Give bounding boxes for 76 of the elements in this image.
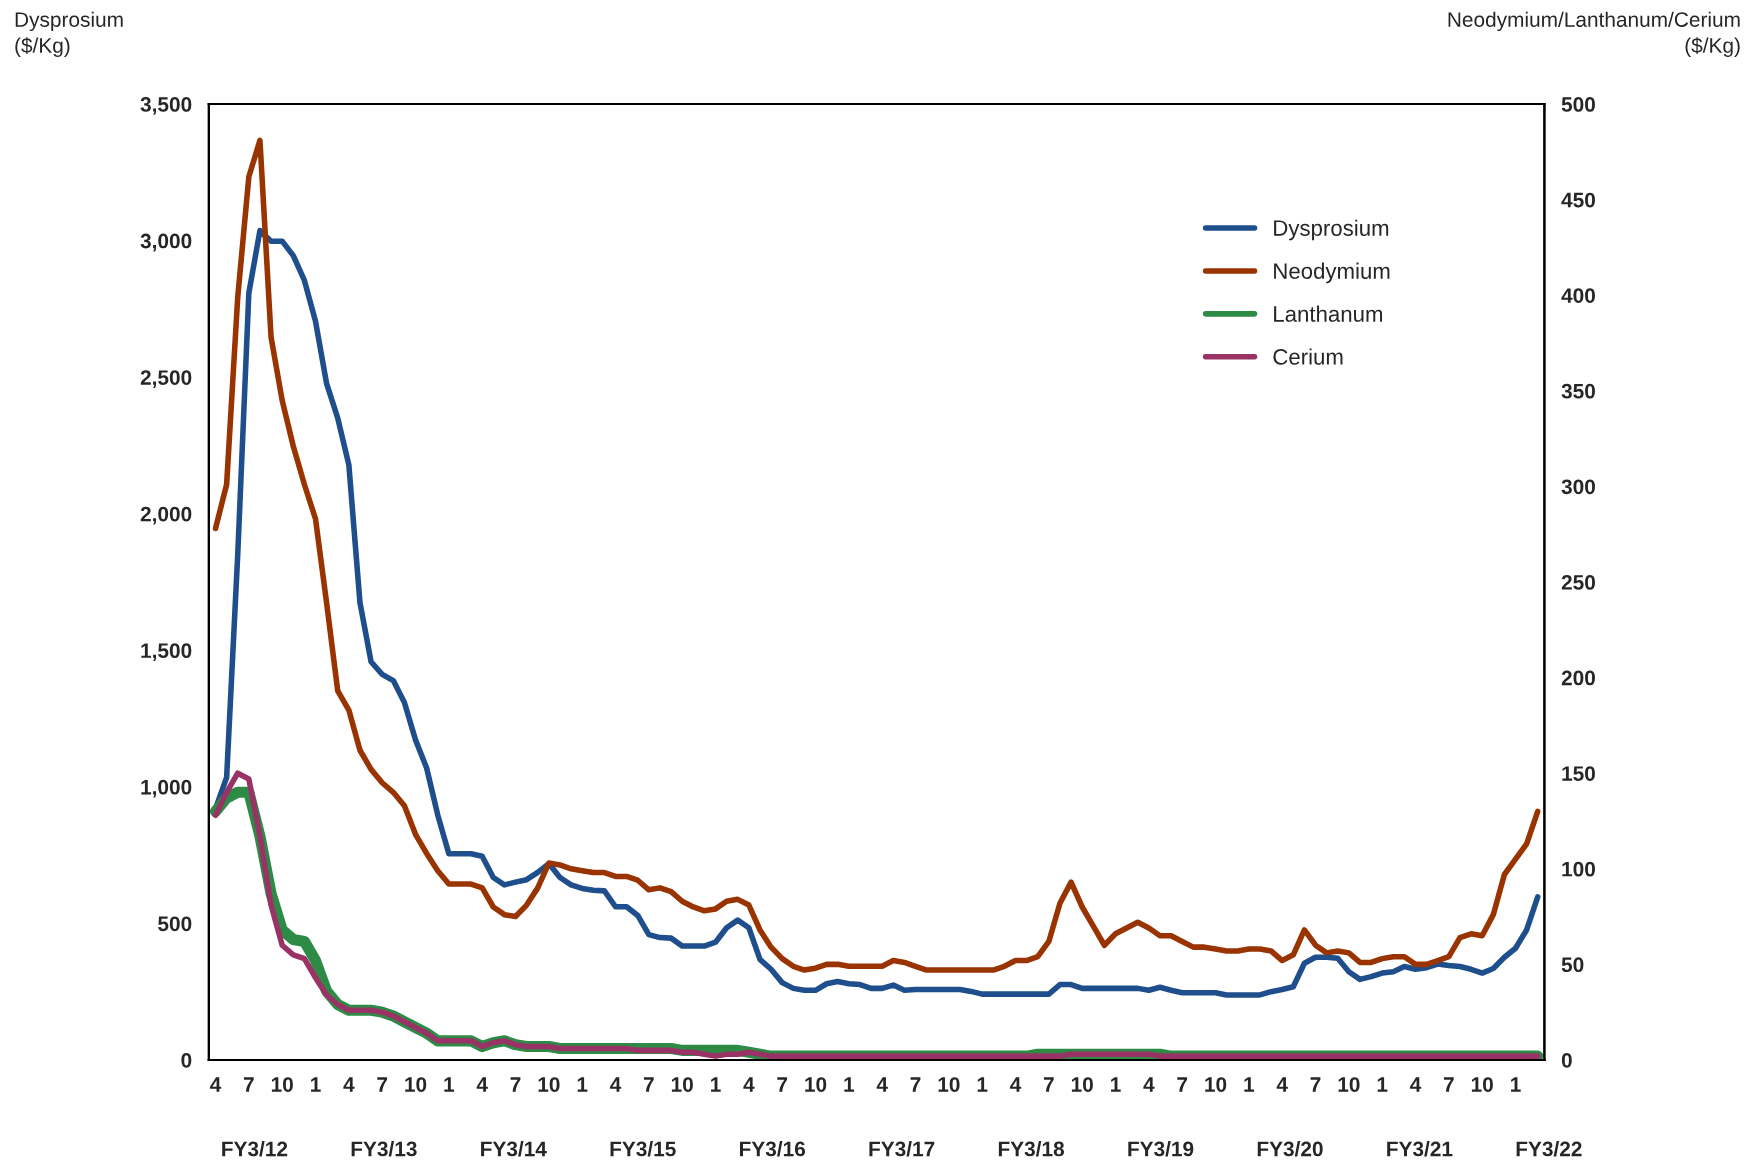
x-tick-label: 1 — [1377, 1077, 1388, 1092]
y-tick-label: 1,500 — [141, 643, 192, 662]
text: FY3/12 — [222, 1141, 288, 1157]
x-tick-label: 1 — [711, 1077, 721, 1092]
y2-tick-label: 100 — [1562, 861, 1595, 877]
y2-tick-label: 200 — [1561, 670, 1595, 686]
y-tick-label: 1,000 — [141, 779, 192, 798]
x-tick-label: 4 — [1410, 1077, 1422, 1092]
x-tick-label: 10 — [1471, 1077, 1493, 1092]
y2-tick-label: 0 — [1561, 1052, 1572, 1068]
x-tick-label: 10 — [1071, 1077, 1093, 1092]
y2-tick-label: 300 — [1561, 479, 1595, 495]
legend-label: Neodymium — [1274, 262, 1390, 284]
text: FY3/15 — [610, 1141, 676, 1157]
x-tick-label: 7 — [777, 1077, 788, 1092]
y-tick-label: 3,000 — [140, 233, 192, 252]
y-tick-label: 500 — [158, 916, 192, 932]
text: FY3/14 — [481, 1141, 547, 1157]
x-tick-label: 1 — [311, 1077, 321, 1092]
x-tick-label: 1 — [977, 1077, 988, 1092]
y2-tick-label: 500 — [1561, 97, 1595, 112]
y-tick-label: 2,000 — [140, 506, 192, 525]
y2-tick-label: 350 — [1561, 383, 1595, 399]
x-tick-label: 10 — [405, 1077, 427, 1092]
x-tick-label: 1 — [844, 1077, 855, 1092]
x-tick-label: 4 — [210, 1077, 222, 1092]
x-tick-label: 10 — [671, 1077, 693, 1092]
text: FY3/17 — [869, 1141, 935, 1157]
x-tick-label: 4 — [1143, 1077, 1155, 1092]
y2-tick-label: 250 — [1561, 575, 1595, 590]
x-tick-label: 7 — [1443, 1077, 1454, 1092]
text: FY3/19 — [1128, 1141, 1194, 1157]
x-tick-label: 7 — [1043, 1077, 1054, 1092]
x-tick-label: 10 — [538, 1077, 560, 1092]
y2-axis-title: Neodymium/Lanthanum/Cerium ($/Kg) — [1448, 11, 1740, 57]
text: FY3/18 — [998, 1141, 1065, 1157]
legend-label: Lanthanum — [1274, 305, 1383, 322]
y-tick-label: 3,500 — [140, 97, 192, 115]
x-tick-label: 10 — [805, 1077, 827, 1092]
text: FY3/13 — [351, 1141, 417, 1157]
x-tick-label: 1 — [1244, 1077, 1255, 1092]
y2-tick-label: 150 — [1562, 766, 1595, 781]
text: FY3/20 — [1257, 1141, 1323, 1157]
y-tick-label: 0 — [181, 1052, 192, 1068]
x-tick-label: 4 — [476, 1077, 488, 1092]
x-tick-label: 7 — [377, 1077, 388, 1092]
x-tick-label: 4 — [343, 1077, 355, 1092]
x-tick-label: 10 — [1338, 1077, 1360, 1092]
y2-tick-label: 50 — [1561, 957, 1584, 973]
text: FY3/16 — [739, 1141, 806, 1157]
x-tick-label: 10 — [1205, 1077, 1227, 1092]
x-tick-label: 4 — [876, 1077, 888, 1092]
text: FY3/22 — [1516, 1141, 1582, 1157]
legend-label: Cerium — [1273, 348, 1343, 365]
x-tick-label: 7 — [643, 1077, 654, 1092]
y2-tick-label: 450 — [1561, 192, 1595, 208]
x-tick-label: 7 — [243, 1077, 254, 1092]
x-tick-label: 4 — [743, 1077, 755, 1092]
y-axis-title: Dysprosium ($/Kg) — [15, 11, 123, 57]
y2-tick-label: 400 — [1561, 288, 1595, 303]
x-tick-label: 7 — [1310, 1077, 1321, 1092]
legend-label: Dysprosium — [1274, 219, 1389, 241]
x-tick-label: 4 — [610, 1077, 622, 1092]
y-tick-label: 2,500 — [140, 370, 192, 388]
x-tick-label: 1 — [444, 1077, 455, 1092]
x-tick-label: 7 — [910, 1077, 921, 1092]
x-tick-label: 1 — [1511, 1077, 1521, 1092]
x-tick-label: 10 — [271, 1077, 293, 1092]
x-tick-label: 1 — [1111, 1077, 1121, 1092]
x-tick-label: 7 — [510, 1077, 521, 1092]
x-tick-label: 4 — [1010, 1077, 1022, 1092]
text: FY3/21 — [1387, 1141, 1453, 1157]
x-tick-label: 7 — [1177, 1077, 1188, 1092]
x-tick-label: 4 — [1276, 1077, 1288, 1092]
x-tick-label: 10 — [938, 1077, 960, 1092]
x-tick-label: 1 — [577, 1077, 588, 1092]
